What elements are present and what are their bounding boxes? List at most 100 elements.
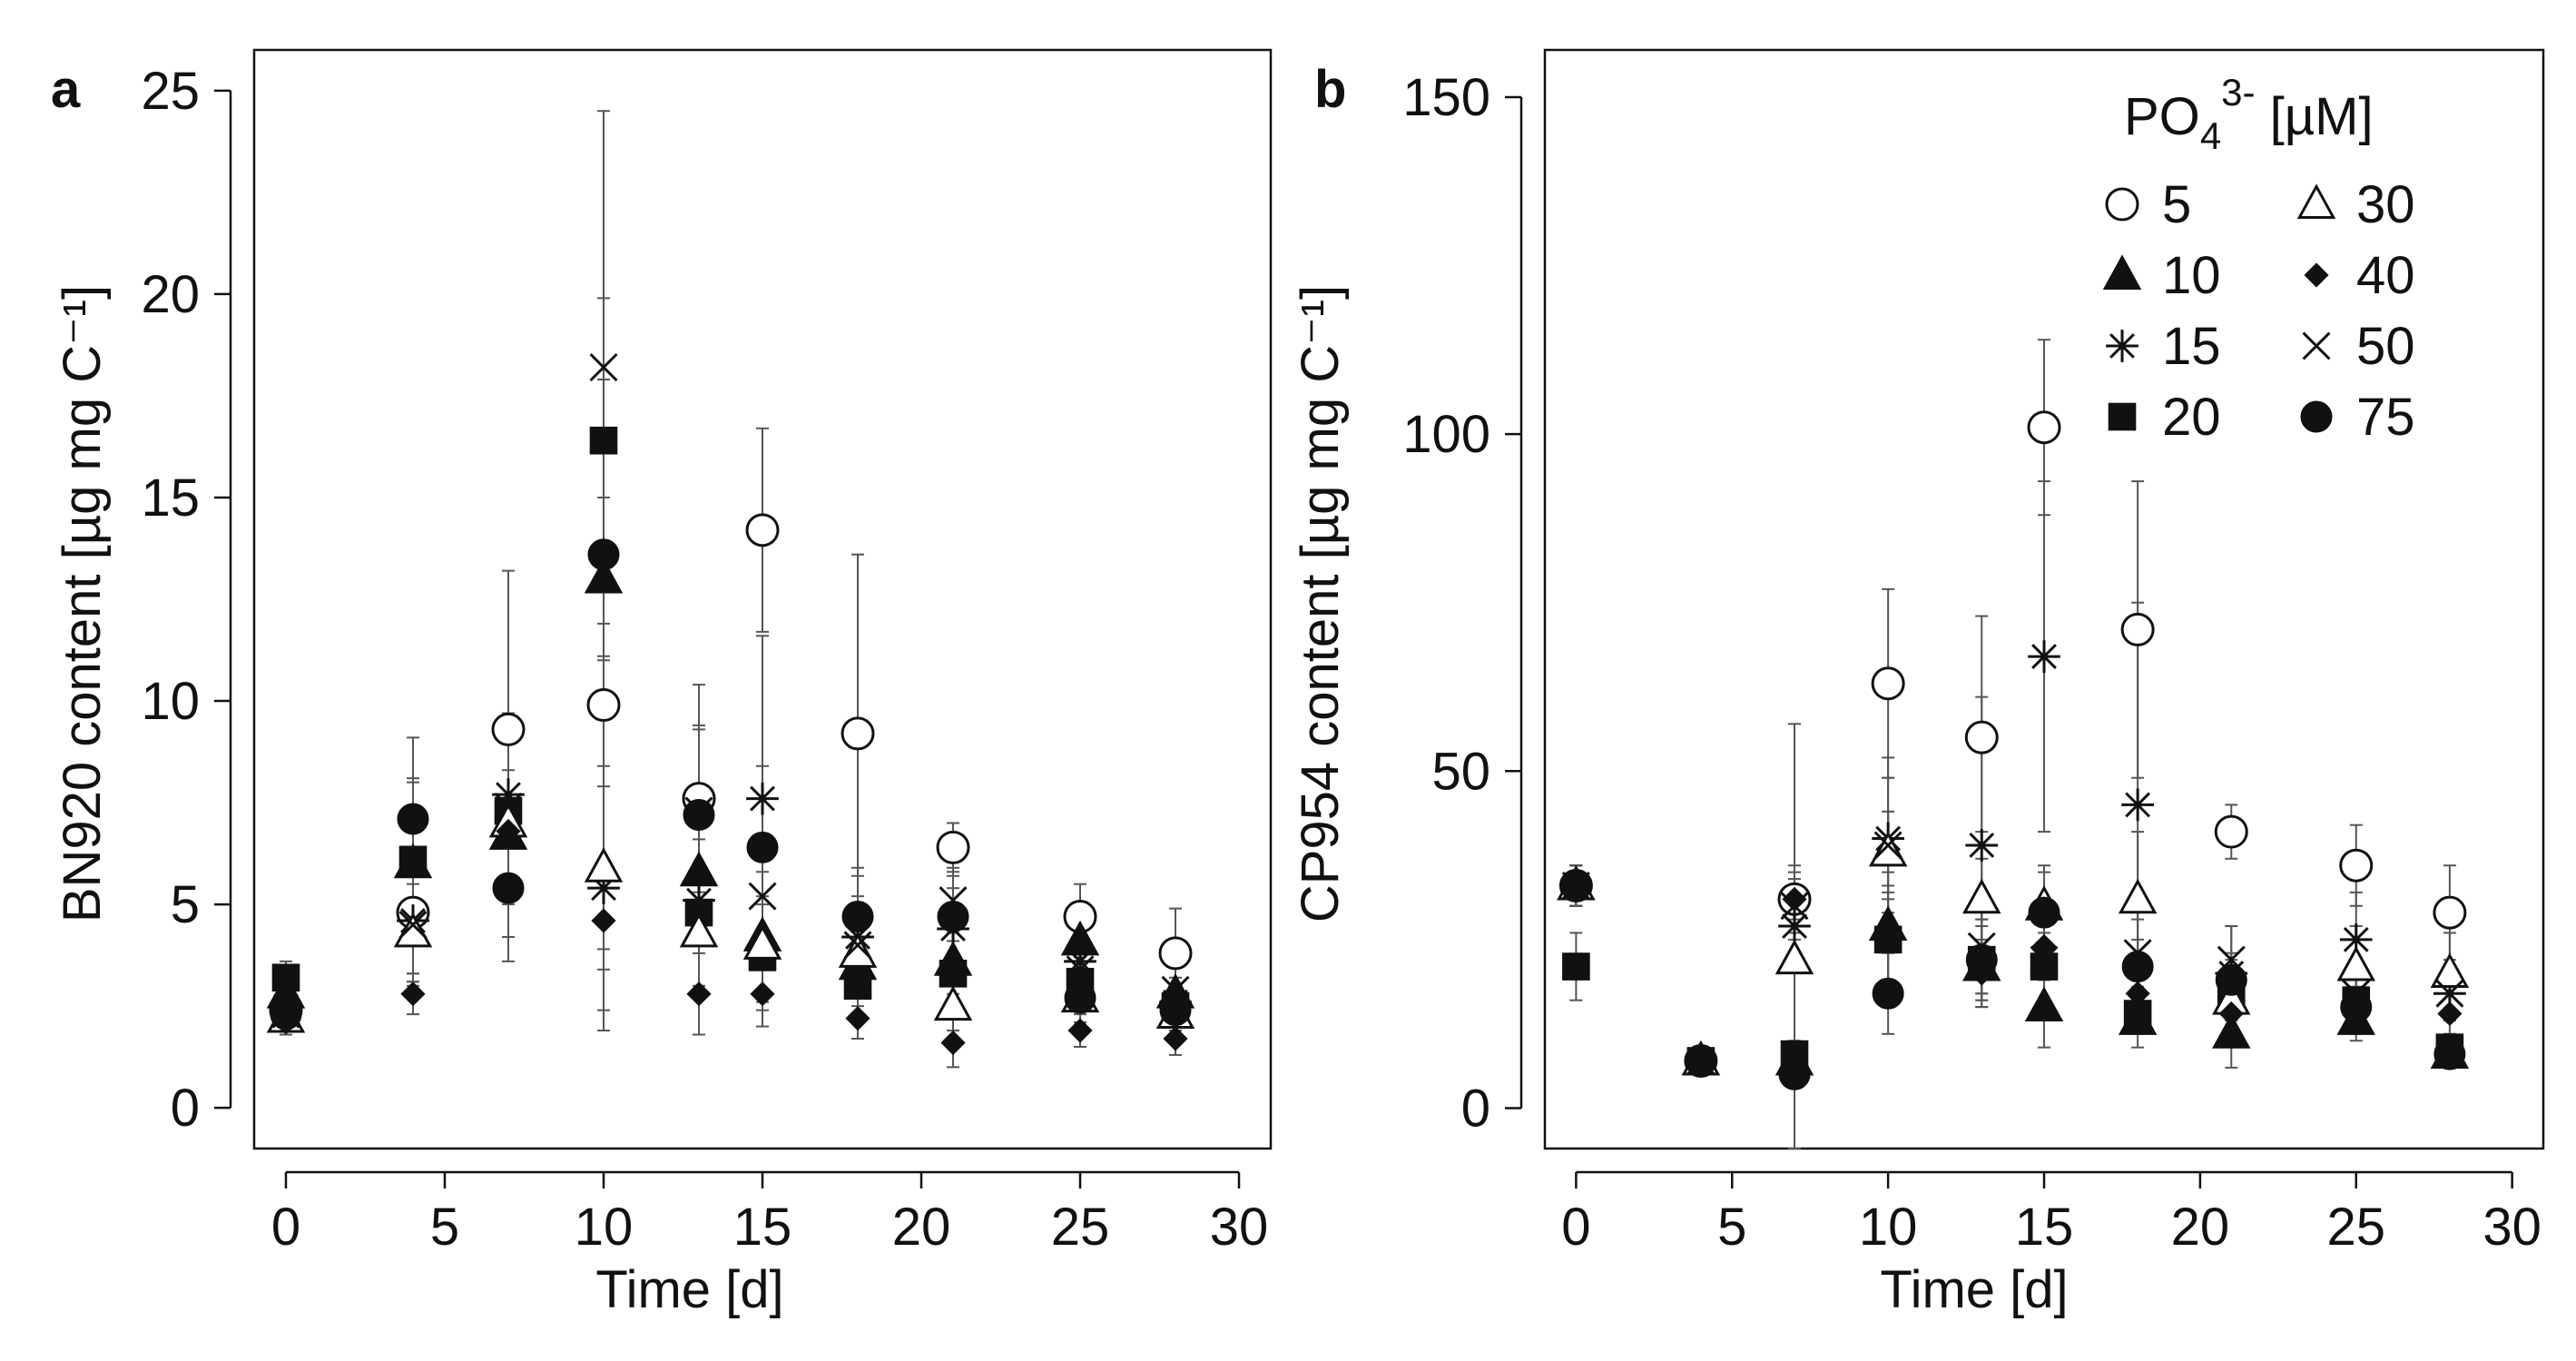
panel-a-point-po4-40 (940, 1030, 966, 1056)
panel-a-y-tick-label: 20 (141, 265, 200, 324)
panel-b-x-tick-label: 20 (2171, 1198, 2230, 1257)
panel-b-point-po4-15 (1965, 829, 1999, 862)
legend-label-po4-30: 30 (2356, 175, 2415, 234)
panel-a-point-po4-15 (746, 782, 779, 815)
panel-b-series-75 (1559, 869, 2466, 1090)
panel-b-point-po4-75 (2433, 1038, 2466, 1070)
panel-a-y-tick-label: 10 (141, 672, 200, 731)
panel-b-point-po4-75 (2215, 963, 2247, 996)
panel-b-x-tick-label: 30 (2483, 1198, 2542, 1257)
panel-b-y-tick-label: 150 (1402, 68, 1490, 127)
panel-a-point-po4-5 (841, 716, 875, 751)
panel-a-point-po4-40 (591, 908, 616, 933)
panel-a-point-po4-75 (1159, 994, 1192, 1027)
panel-a-point-po4-50 (589, 353, 618, 382)
panel-a-point-po4-50 (398, 911, 428, 940)
panel-b-point-po4-30 (2118, 878, 2158, 914)
panel-b-point-po4-15 (2121, 788, 2154, 822)
panel-a-point-po4-75 (492, 872, 525, 904)
panel-b-point-po4-50 (1873, 831, 1903, 860)
panel-a-point-po4-5 (1158, 936, 1193, 971)
panel-a-point-po4-20 (939, 959, 968, 988)
panel-b-x-tick-label: 0 (1561, 1198, 1590, 1257)
panel-b-point-po4-30 (1775, 939, 1814, 975)
panel-a-x-tick-label: 5 (430, 1198, 459, 1257)
panel-b-point-po4-75 (1872, 977, 1904, 1010)
panel-a-point-po4-40 (845, 1005, 870, 1031)
panel-b-point-po4-30 (2430, 952, 2470, 988)
panel-b-point-po4-75 (1685, 1044, 1717, 1077)
panel-b-point-po4-10 (2212, 1013, 2251, 1049)
panel-b-series-30 (1557, 831, 2470, 1076)
legend-item-po4-20: 20 (2108, 388, 2221, 447)
panel-b-point-po4-5 (2433, 895, 2467, 930)
panel-a-point-po4-75 (270, 998, 302, 1031)
panel-a-point-po4-15 (1064, 945, 1096, 978)
panel-a-plot-frame (252, 48, 1273, 1150)
panel-b-point-po4-20 (1562, 952, 1590, 981)
legend-item-po4-15: 15 (2106, 317, 2221, 376)
panel-a-point-po4-50 (1066, 955, 1095, 984)
legend-marker-po4-15 (2106, 330, 2138, 362)
panel-b-point-po4-75 (1559, 869, 1592, 902)
panel-a-series-5 (269, 513, 1193, 1028)
panel-a-point-po4-40 (1163, 1026, 1188, 1051)
legend-marker-po4-50 (2302, 331, 2331, 360)
panel-a-point-po4-75 (937, 901, 969, 933)
panel-b-series-15 (1559, 640, 2466, 1078)
legend-marker-po4-10 (2102, 254, 2142, 290)
panel-a-point-po4-5 (936, 830, 970, 864)
legend-title: PO43- [µM] (2124, 71, 2374, 157)
panel-a-series-50 (271, 353, 1190, 1029)
panel-a-point-po4-20 (398, 845, 428, 874)
panel-a-x-axis-title: Time [d] (595, 1260, 783, 1319)
panel-a-point-po4-15 (587, 872, 620, 905)
panel-a-point-po4-30 (838, 932, 878, 968)
panel-b-point-po4-30 (2336, 945, 2375, 981)
panel-a-point-po4-5 (491, 712, 526, 746)
panel-b-point-po4-75 (2121, 951, 2154, 983)
legend-title-sub: 4 (2200, 114, 2221, 157)
panel-b-series-5 (1558, 410, 2467, 1078)
panel-a-x-tick-label: 30 (1210, 1198, 1269, 1257)
panel-a-series-75 (270, 538, 1192, 1031)
panel-a-point-po4-75 (397, 803, 429, 835)
legend-item-po4-30: 30 (2296, 175, 2415, 234)
legend-item-po4-50: 50 (2302, 317, 2415, 376)
panel-b-point-po4-15 (2028, 640, 2060, 673)
panel-b-point-po4-5 (1964, 720, 1999, 754)
legend-label-po4-15: 15 (2162, 317, 2221, 376)
panel-a-x-tick-label: 10 (575, 1198, 634, 1257)
panel-b-series-50 (1561, 831, 2464, 1076)
panel-a-point-po4-75 (746, 831, 779, 863)
legend-item-po4-75: 75 (2300, 388, 2415, 447)
legend-label-po4-20: 20 (2162, 388, 2221, 447)
panel-b-point-po4-30 (1868, 831, 1908, 867)
panel-b-point-po4-5 (2120, 612, 2155, 646)
panel-a-x-tick-label: 20 (892, 1198, 951, 1257)
panel-a-point-po4-40 (400, 981, 426, 1007)
panel-a-x-tick-label: 15 (733, 1198, 792, 1257)
panel-b-point-po4-10 (2024, 986, 2064, 1022)
panel-b-x-tick-label: 5 (1717, 1198, 1746, 1257)
legend-title-unit: [µM] (2256, 87, 2374, 146)
legend-item-po4-5: 5 (2105, 175, 2191, 234)
panel-b-point-po4-75 (1778, 1058, 1811, 1090)
panel-a-point-po4-15 (492, 778, 525, 811)
panel-b-y-tick-label: 50 (1431, 742, 1490, 801)
panel-a-y-tick-label: 25 (141, 62, 200, 121)
panel-a-point-po4-40 (686, 981, 712, 1007)
panel-a-x-tick-label: 25 (1051, 1198, 1110, 1257)
legend-item-po4-40: 40 (2304, 246, 2415, 305)
panel-a-point-po4-40 (1067, 1018, 1093, 1043)
panel-a-letter: a (51, 60, 81, 119)
panel-a-point-po4-50 (748, 882, 777, 911)
panel-a-point-po4-20 (271, 963, 300, 992)
legend-marker-po4-5 (2105, 187, 2139, 222)
legend-label-po4-5: 5 (2162, 175, 2191, 234)
panel-b-y-axis-title: CP954 content [µg mg C⁻¹] (1291, 285, 1350, 922)
panel-b-point-po4-75 (2028, 896, 2060, 929)
panel-b-y-tick-label: 100 (1402, 405, 1490, 464)
panel-a-point-po4-5 (745, 513, 780, 547)
